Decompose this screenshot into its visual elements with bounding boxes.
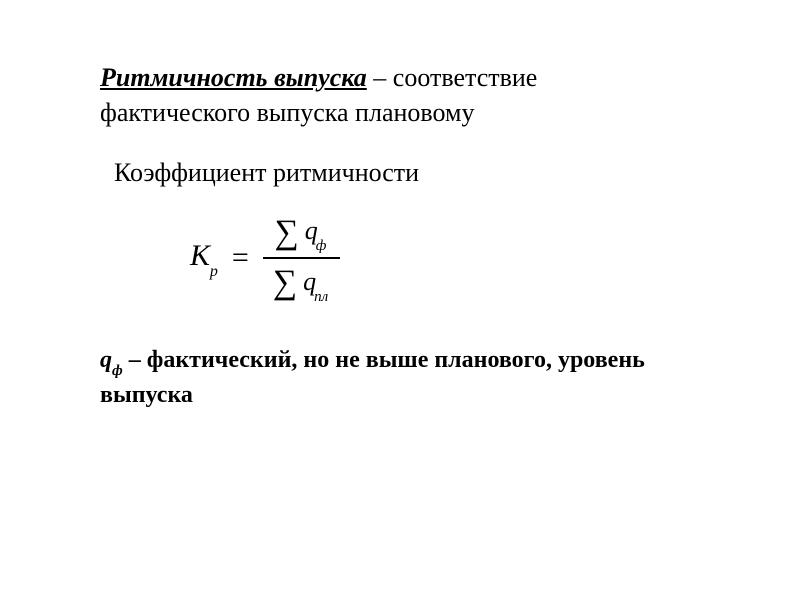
denominator: ∑ qпл — [263, 263, 340, 304]
definition-rest-1: соответствие — [393, 63, 538, 92]
formula-lhs: Кр — [190, 239, 218, 277]
definition-dash: – — [367, 63, 393, 92]
num-sub: ф — [316, 238, 327, 254]
sigma-icon: ∑ — [275, 216, 299, 250]
fraction-bar — [263, 257, 340, 259]
legend-dash: – — [123, 347, 147, 373]
lhs-var: К — [190, 239, 210, 272]
equals-sign: = — [232, 241, 249, 275]
definition-paragraph: Ритмичность выпуска – соответствие факти… — [100, 60, 720, 130]
legend: qф – фактический, но не выше планового, … — [100, 344, 720, 411]
den-sub: пл — [314, 289, 328, 305]
slide-page: Ритмичность выпуска – соответствие факти… — [0, 0, 800, 600]
legend-text-2: выпуска — [100, 382, 193, 408]
formula: Кр = ∑ qф ∑ qпл — [190, 212, 720, 304]
subheading: Коэффициент ритмичности — [114, 158, 720, 188]
lhs-sub: р — [210, 263, 218, 280]
fraction: ∑ qф ∑ qпл — [263, 212, 340, 304]
legend-text-1: фактический, но не выше планового, урове… — [147, 347, 645, 373]
sigma-icon: ∑ — [273, 266, 297, 300]
term: Ритмичность выпуска — [100, 63, 367, 92]
legend-sub: ф — [112, 363, 123, 379]
definition-rest-2: фактического выпуска плановому — [100, 98, 474, 127]
legend-var: q — [100, 347, 112, 373]
numerator: ∑ qф — [265, 212, 339, 253]
